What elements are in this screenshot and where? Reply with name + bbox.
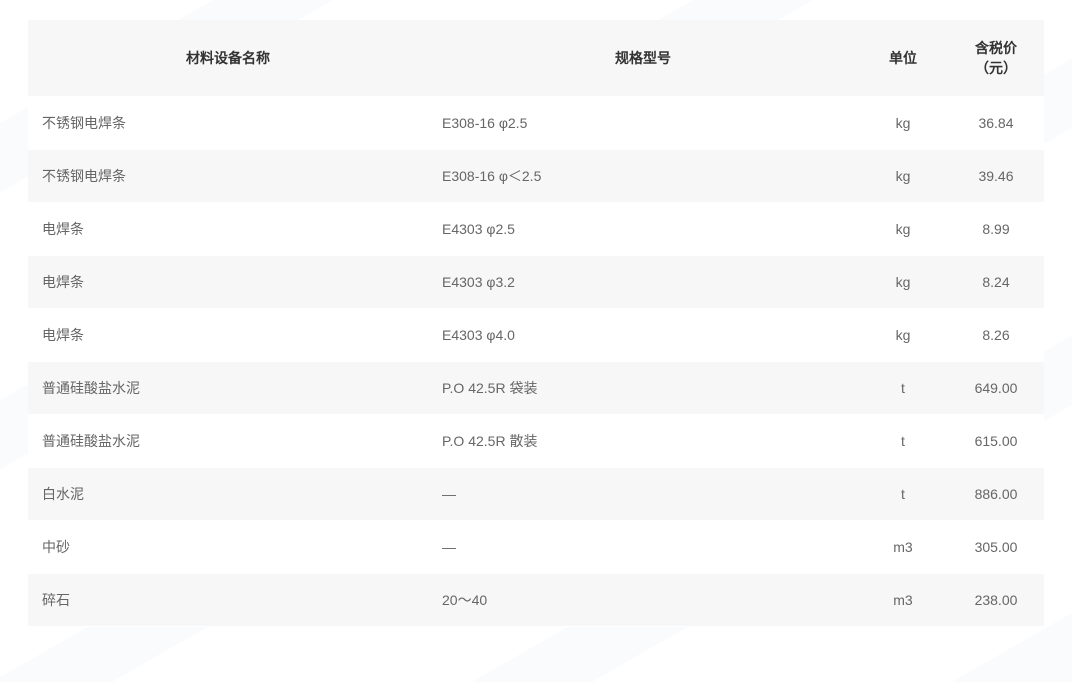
cell-unit: kg [858, 97, 948, 150]
cell-spec: P.O 42.5R 袋装 [428, 362, 858, 415]
cell-name: 电焊条 [28, 256, 428, 309]
table-row: 电焊条 E4303 φ3.2 kg 8.24 [28, 256, 1044, 309]
cell-spec: E4303 φ4.0 [428, 309, 858, 362]
cell-unit: t [858, 468, 948, 521]
col-header-unit: 单位 [858, 20, 948, 97]
cell-unit: m3 [858, 574, 948, 627]
table-row: 中砂 — m3 305.00 [28, 521, 1044, 574]
cell-unit: kg [858, 256, 948, 309]
table-row: 电焊条 E4303 φ2.5 kg 8.99 [28, 203, 1044, 256]
cell-price: 238.00 [948, 574, 1044, 627]
cell-spec: P.O 42.5R 散装 [428, 415, 858, 468]
cell-spec: — [428, 521, 858, 574]
cell-name: 不锈钢电焊条 [28, 150, 428, 203]
cell-name: 普通硅酸盐水泥 [28, 415, 428, 468]
table-row: 电焊条 E4303 φ4.0 kg 8.26 [28, 309, 1044, 362]
cell-name: 电焊条 [28, 309, 428, 362]
cell-price: 649.00 [948, 362, 1044, 415]
cell-price: 886.00 [948, 468, 1044, 521]
cell-unit: kg [858, 203, 948, 256]
table-row: 碎石 20～40 m3 238.00 [28, 574, 1044, 627]
cell-spec: — [428, 468, 858, 521]
cell-price: 305.00 [948, 521, 1044, 574]
cell-name: 电焊条 [28, 203, 428, 256]
cell-price: 8.99 [948, 203, 1044, 256]
cell-name: 白水泥 [28, 468, 428, 521]
cell-price: 36.84 [948, 97, 1044, 150]
table-body: 不锈钢电焊条 E308-16 φ2.5 kg 36.84 不锈钢电焊条 E308… [28, 97, 1044, 627]
cell-spec: E308-16 φ2.5 [428, 97, 858, 150]
cell-spec: E4303 φ2.5 [428, 203, 858, 256]
cell-price: 8.24 [948, 256, 1044, 309]
cell-price: 39.46 [948, 150, 1044, 203]
table-row: 普通硅酸盐水泥 P.O 42.5R 袋装 t 649.00 [28, 362, 1044, 415]
cell-spec: 20～40 [428, 574, 858, 627]
cell-price: 615.00 [948, 415, 1044, 468]
cell-unit: kg [858, 150, 948, 203]
cell-unit: t [858, 362, 948, 415]
cell-unit: t [858, 415, 948, 468]
table-row: 白水泥 — t 886.00 [28, 468, 1044, 521]
col-header-spec: 规格型号 [428, 20, 858, 97]
cell-unit: m3 [858, 521, 948, 574]
materials-price-table: 材料设备名称 规格型号 单位 含税价（元） 不锈钢电焊条 E308-16 φ2.… [28, 20, 1044, 627]
cell-name: 不锈钢电焊条 [28, 97, 428, 150]
cell-price: 8.26 [948, 309, 1044, 362]
col-header-price: 含税价（元） [948, 20, 1044, 97]
cell-name: 碎石 [28, 574, 428, 627]
cell-unit: kg [858, 309, 948, 362]
table-row: 不锈钢电焊条 E308-16 φ2.5 kg 36.84 [28, 97, 1044, 150]
table-row: 不锈钢电焊条 E308-16 φ＜2.5 kg 39.46 [28, 150, 1044, 203]
table-header-row: 材料设备名称 规格型号 单位 含税价（元） [28, 20, 1044, 97]
cell-spec: E308-16 φ＜2.5 [428, 150, 858, 203]
cell-name: 中砂 [28, 521, 428, 574]
cell-spec: E4303 φ3.2 [428, 256, 858, 309]
cell-name: 普通硅酸盐水泥 [28, 362, 428, 415]
col-header-name: 材料设备名称 [28, 20, 428, 97]
table-row: 普通硅酸盐水泥 P.O 42.5R 散装 t 615.00 [28, 415, 1044, 468]
